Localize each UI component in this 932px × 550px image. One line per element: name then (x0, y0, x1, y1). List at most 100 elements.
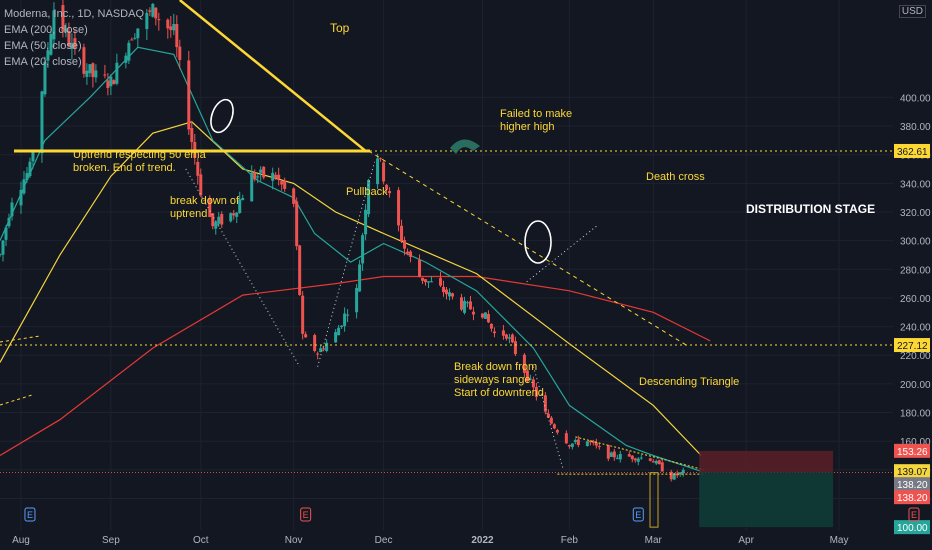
candle-body (64, 28, 68, 33)
candle-body (172, 24, 176, 31)
candle-body (660, 462, 664, 472)
candle-body (681, 469, 685, 474)
candle-body (151, 3, 155, 17)
candle-body (465, 302, 469, 304)
candle-body (549, 417, 553, 424)
price-tick-label: 200.00 (900, 380, 931, 391)
candle-body (322, 348, 326, 350)
candle-body (250, 172, 254, 202)
candle-body (346, 314, 350, 316)
candle-body (397, 190, 401, 226)
price-tick-label: 180.00 (900, 409, 931, 420)
candle-body (88, 64, 92, 74)
price-label-box (894, 490, 930, 505)
price-label-box (894, 143, 930, 158)
earnings-icon-label: E (635, 510, 641, 520)
currency-text: USD (898, 5, 926, 18)
price-label-box (894, 338, 930, 353)
candle-body (43, 61, 47, 95)
legend-ema50[interactable]: EMA (50, close) (4, 40, 82, 52)
candle-body (316, 353, 320, 355)
candle-body (597, 446, 601, 448)
candle-body (133, 37, 137, 39)
earnings-icon-label: E (303, 510, 309, 520)
candle-body (295, 201, 299, 247)
time-tick-label: 2022 (471, 535, 494, 546)
price-tick-label: 260.00 (900, 294, 931, 305)
death-cross-circle (524, 220, 552, 264)
ema-line (0, 46, 702, 472)
candle-body (253, 172, 257, 180)
time-tick-label: May (830, 535, 849, 546)
candle-body (573, 440, 577, 443)
candle-body (507, 337, 511, 339)
candle-body (424, 279, 428, 283)
candle-body (235, 212, 239, 217)
candle-body (277, 174, 281, 180)
time-tick-label: Nov (285, 535, 303, 546)
candle-body (154, 7, 158, 19)
candle-body (217, 216, 221, 224)
candle-body (630, 455, 634, 460)
candle-body (49, 33, 53, 55)
candle-body (157, 19, 161, 21)
candle-body (522, 354, 526, 373)
price-tick-label: 160.00 (900, 437, 931, 448)
candle-body (7, 217, 11, 227)
legend-ema20[interactable]: EMA (20, close) (4, 56, 82, 68)
time-tick-label: Apr (738, 535, 754, 546)
candle-body (283, 180, 287, 189)
price-axis-bg (893, 0, 932, 550)
candle-body (606, 445, 610, 459)
price-label: 100.00 (897, 523, 928, 534)
candle-body (103, 74, 107, 76)
candle-body (648, 458, 652, 461)
candle-body (376, 158, 380, 185)
candle-body (91, 63, 95, 77)
candle-body (301, 295, 305, 334)
earnings-icon (908, 507, 920, 522)
candle-body (358, 264, 362, 292)
annotation-death-cross: Death cross (646, 171, 705, 183)
annotation-sideways: sideways range. (454, 374, 534, 386)
candle-body (543, 395, 547, 412)
candle-body (427, 281, 431, 283)
price-label: 138.20 (897, 480, 928, 491)
candle-body (525, 370, 529, 382)
candle-body (675, 473, 679, 476)
candle-body (313, 335, 317, 352)
candle-body (340, 325, 344, 327)
top-trendline (179, 0, 367, 152)
candle-body (669, 471, 673, 480)
candle-body (1, 240, 5, 255)
annotation-pullback: Pullback (346, 186, 388, 198)
candle-body (0, 254, 2, 256)
candle-body (262, 166, 266, 178)
candle-body (175, 24, 179, 48)
legend-ema200[interactable]: EMA (200, close) (4, 24, 88, 36)
candle-body (513, 341, 517, 355)
currency-label[interactable]: USD (898, 5, 926, 18)
candle-body (190, 127, 194, 143)
candle-body (510, 334, 514, 343)
time-axis-bg (0, 530, 893, 550)
candle-body (447, 292, 451, 297)
candle-body (609, 452, 613, 457)
candle-body (241, 198, 245, 201)
candle-body (19, 189, 23, 206)
candle-body (430, 281, 434, 283)
annotation-distribution: DISTRIBUTION STAGE (746, 202, 875, 216)
earnings-icon (24, 507, 36, 522)
candle-body (166, 19, 170, 29)
candle-body (654, 460, 658, 464)
candle-body (40, 91, 44, 154)
candle-body (618, 454, 622, 460)
candle-body (148, 10, 152, 12)
candle-body (238, 199, 242, 213)
dotted-trendline (368, 150, 687, 346)
candle-body (229, 213, 233, 222)
candle-body (418, 259, 422, 278)
candle-body (564, 433, 568, 444)
candle-body (633, 458, 637, 461)
